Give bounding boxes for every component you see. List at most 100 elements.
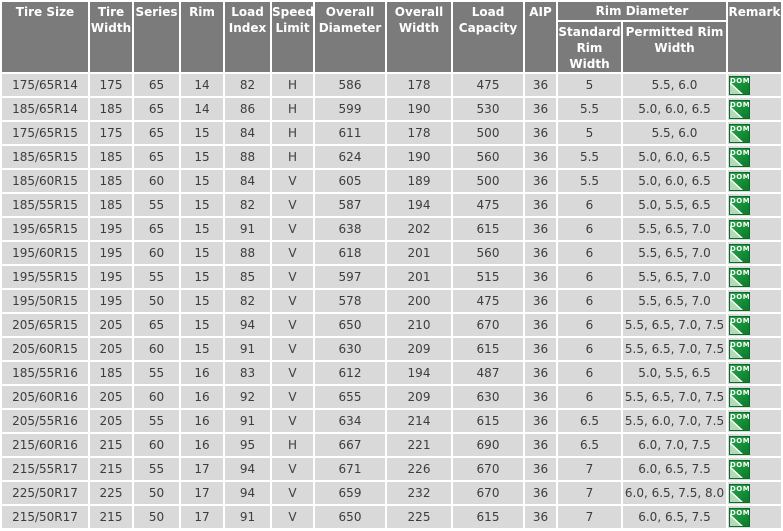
cell-standard-rim-width: 5 bbox=[558, 74, 621, 96]
cell-tire-width: 175 bbox=[90, 122, 132, 144]
dom-stamp-icon: DOM bbox=[729, 75, 750, 95]
cell-tire-width: 195 bbox=[90, 218, 132, 240]
col-header-standard-rim-width: Standard Rim Width bbox=[558, 22, 621, 72]
cell-standard-rim-width: 6 bbox=[558, 386, 621, 408]
col-header-rim-diameter-group: Rim Diameter bbox=[558, 2, 726, 20]
cell-overall-diameter: 578 bbox=[315, 290, 385, 312]
cell-overall-width: 201 bbox=[387, 242, 451, 264]
cell-rim: 15 bbox=[181, 290, 223, 312]
cell-permitted-rim-width: 5.5, 6.0, 7.0, 7.5 bbox=[623, 410, 726, 432]
col-header-overall-width: Overall Width bbox=[387, 2, 451, 72]
dom-stamp-icon: DOM bbox=[729, 99, 750, 119]
cell-tire-width: 185 bbox=[90, 362, 132, 384]
table-row: 185/55R15 185 55 15 82 V 587 194 475 36 … bbox=[2, 194, 781, 216]
cell-remark: DOM bbox=[728, 98, 781, 120]
cell-speed-limit: H bbox=[272, 74, 313, 96]
table-row: 215/50R17 215 50 17 91 V 650 225 615 36 … bbox=[2, 506, 781, 528]
cell-load-capacity: 630 bbox=[453, 386, 523, 408]
cell-tire-size: 175/65R14 bbox=[2, 74, 88, 96]
cell-permitted-rim-width: 6.0, 7.0, 7.5 bbox=[623, 434, 726, 456]
cell-permitted-rim-width: 6.0, 6.5, 7.5, 8.0 bbox=[623, 482, 726, 504]
dom-stamp-icon: DOM bbox=[729, 507, 750, 527]
cell-load-index: 91 bbox=[225, 338, 270, 360]
cell-standard-rim-width: 6 bbox=[558, 362, 621, 384]
cell-rim: 14 bbox=[181, 98, 223, 120]
dom-stamp-label: DOM bbox=[730, 292, 750, 301]
cell-rim: 16 bbox=[181, 362, 223, 384]
dom-stamp-icon: DOM bbox=[729, 483, 750, 503]
cell-permitted-rim-width: 5.5, 6.5, 7.0, 7.5 bbox=[623, 338, 726, 360]
cell-standard-rim-width: 5.5 bbox=[558, 146, 621, 168]
cell-tire-size: 175/65R15 bbox=[2, 122, 88, 144]
cell-speed-limit: V bbox=[272, 314, 313, 336]
col-header-load-capacity: Load Capacity bbox=[453, 2, 523, 72]
dom-stamp-label: DOM bbox=[730, 436, 750, 445]
cell-remark: DOM bbox=[728, 146, 781, 168]
cell-speed-limit: V bbox=[272, 218, 313, 240]
cell-standard-rim-width: 6 bbox=[558, 290, 621, 312]
table-row: 215/55R17 215 55 17 94 V 671 226 670 36 … bbox=[2, 458, 781, 480]
cell-overall-width: 202 bbox=[387, 218, 451, 240]
cell-tire-size: 185/55R15 bbox=[2, 194, 88, 216]
cell-aip: 36 bbox=[525, 482, 556, 504]
cell-rim: 17 bbox=[181, 458, 223, 480]
cell-load-index: 88 bbox=[225, 242, 270, 264]
cell-load-capacity: 500 bbox=[453, 170, 523, 192]
cell-tire-width: 215 bbox=[90, 458, 132, 480]
cell-overall-diameter: 634 bbox=[315, 410, 385, 432]
cell-overall-width: 194 bbox=[387, 362, 451, 384]
cell-series: 50 bbox=[134, 506, 179, 528]
cell-standard-rim-width: 7 bbox=[558, 506, 621, 528]
cell-rim: 17 bbox=[181, 506, 223, 528]
cell-tire-width: 185 bbox=[90, 146, 132, 168]
cell-overall-width: 200 bbox=[387, 290, 451, 312]
dom-stamp-icon: DOM bbox=[729, 219, 750, 239]
dom-stamp-label: DOM bbox=[730, 364, 750, 373]
cell-tire-width: 205 bbox=[90, 386, 132, 408]
cell-tire-width: 195 bbox=[90, 290, 132, 312]
dom-stamp-label: DOM bbox=[730, 268, 750, 277]
cell-series: 55 bbox=[134, 266, 179, 288]
cell-overall-diameter: 587 bbox=[315, 194, 385, 216]
cell-tire-size: 185/65R15 bbox=[2, 146, 88, 168]
cell-tire-width: 175 bbox=[90, 74, 132, 96]
cell-permitted-rim-width: 5.0, 6.0, 6.5 bbox=[623, 146, 726, 168]
cell-load-index: 88 bbox=[225, 146, 270, 168]
cell-load-index: 91 bbox=[225, 218, 270, 240]
cell-standard-rim-width: 6 bbox=[558, 242, 621, 264]
cell-series: 55 bbox=[134, 458, 179, 480]
cell-remark: DOM bbox=[728, 458, 781, 480]
cell-load-index: 84 bbox=[225, 170, 270, 192]
cell-remark: DOM bbox=[728, 170, 781, 192]
dom-stamp-label: DOM bbox=[730, 148, 750, 157]
cell-overall-width: 209 bbox=[387, 338, 451, 360]
cell-tire-size: 195/65R15 bbox=[2, 218, 88, 240]
cell-rim: 15 bbox=[181, 170, 223, 192]
cell-rim: 16 bbox=[181, 434, 223, 456]
cell-tire-size: 185/65R14 bbox=[2, 98, 88, 120]
dom-stamp-icon: DOM bbox=[729, 267, 750, 287]
cell-load-index: 86 bbox=[225, 98, 270, 120]
cell-aip: 36 bbox=[525, 410, 556, 432]
cell-overall-width: 178 bbox=[387, 122, 451, 144]
dom-stamp-icon: DOM bbox=[729, 459, 750, 479]
cell-overall-width: 201 bbox=[387, 266, 451, 288]
dom-stamp-icon: DOM bbox=[729, 195, 750, 215]
cell-overall-width: 189 bbox=[387, 170, 451, 192]
cell-speed-limit: V bbox=[272, 170, 313, 192]
cell-aip: 36 bbox=[525, 506, 556, 528]
cell-load-capacity: 670 bbox=[453, 482, 523, 504]
cell-speed-limit: V bbox=[272, 194, 313, 216]
cell-aip: 36 bbox=[525, 242, 556, 264]
table-row: 185/65R15 185 65 15 88 H 624 190 560 36 … bbox=[2, 146, 781, 168]
cell-rim: 15 bbox=[181, 146, 223, 168]
dom-stamp-label: DOM bbox=[730, 508, 750, 517]
cell-permitted-rim-width: 5.5, 6.5, 7.0 bbox=[623, 290, 726, 312]
cell-aip: 36 bbox=[525, 74, 556, 96]
cell-load-capacity: 515 bbox=[453, 266, 523, 288]
table-row: 175/65R15 175 65 15 84 H 611 178 500 36 … bbox=[2, 122, 781, 144]
cell-series: 60 bbox=[134, 386, 179, 408]
col-header-rim: Rim bbox=[181, 2, 223, 72]
cell-rim: 15 bbox=[181, 122, 223, 144]
